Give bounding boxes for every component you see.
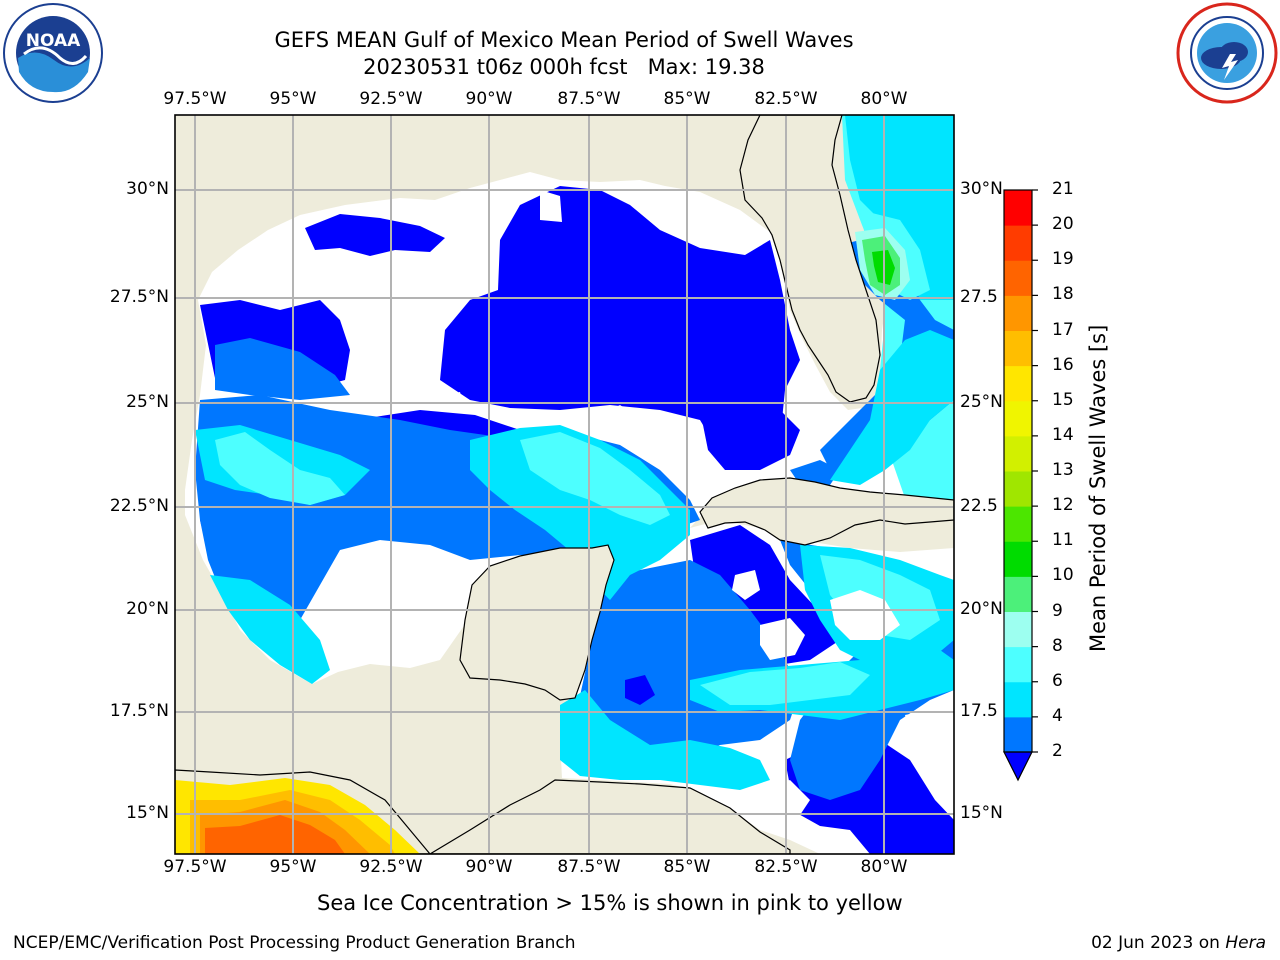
map-area (175, 115, 954, 854)
noaa-logo-text: NOAA (26, 31, 81, 51)
colorbar-tick-label: 17 (1052, 319, 1074, 340)
colorbar-tick-label: 8 (1052, 635, 1063, 656)
lon-tick-label: 80°W (860, 857, 908, 877)
lat-tick-label: 20°N (960, 599, 1003, 619)
colorbar-tick-label: 19 (1052, 249, 1074, 270)
lon-tick-label: 87.5°W (557, 89, 621, 109)
colorbar-segment (1004, 295, 1032, 331)
lat-tick-label: 30°N (126, 179, 169, 199)
colorbar-tick-label: 4 (1052, 705, 1063, 726)
map-title: GEFS MEAN Gulf of Mexico Mean Period of … (274, 28, 854, 52)
colorbar-segment (1004, 471, 1032, 507)
lat-tick-label: 15°N (960, 803, 1003, 823)
colorbar-label: Mean Period of Swell Waves [s] (1086, 324, 1110, 652)
colorbar-tick-label: 11 (1052, 530, 1074, 551)
lat-tick-label: 30°N (960, 179, 1003, 199)
footer-host: Hera (1225, 933, 1266, 953)
map-frame (174, 114, 955, 855)
lat-tick-label: 20°N (126, 599, 169, 619)
colorbar-tick-label: 12 (1052, 495, 1074, 516)
lon-tick-label: 82.5°W (754, 857, 818, 877)
colorbar-segment (1004, 435, 1032, 472)
colorbar (1003, 189, 1038, 782)
colorbar-tick-label: 13 (1052, 460, 1074, 480)
footer-date-text: 02 Jun 2023 on (1091, 933, 1226, 953)
colorbar-segment (1004, 506, 1032, 542)
colorbar-segment (1004, 330, 1032, 367)
lon-tick-label: 97.5°W (163, 857, 227, 877)
grid-lines (175, 115, 954, 854)
lon-tick-label: 90°W (465, 89, 513, 109)
footer-date: 02 Jun 2023 on Hera (1091, 933, 1266, 953)
colorbar-tick-label: 6 (1052, 670, 1063, 691)
lon-tick-label: 95°W (269, 857, 317, 877)
colorbar-tick-label: 18 (1052, 284, 1074, 305)
lat-tick-label: 15°N (126, 803, 169, 823)
lat-tick-label: 25°N (960, 392, 1003, 412)
lat-tick-label: 22.5 (960, 496, 998, 516)
lon-tick-label: 85°W (663, 89, 711, 109)
colorbar-segment (1004, 190, 1032, 226)
colorbar-segment (1004, 576, 1032, 612)
colorbar-segment (1004, 365, 1032, 402)
lat-tick-label: 27.5°N (109, 287, 169, 307)
colorbar-tick-label: 16 (1052, 354, 1074, 375)
florida-peninsula (739, 115, 881, 403)
colorbar-segment (1004, 400, 1032, 437)
lon-tick-label: 85°W (663, 857, 711, 877)
colorbar-segment (1004, 646, 1032, 683)
lat-tick-label: 25°N (126, 392, 169, 412)
sea-ice-note: Sea Ice Concentration > 15% is shown in … (317, 891, 903, 915)
lat-tick-label: 22.5°N (109, 496, 169, 516)
lat-tick-label: 17.5°N (109, 701, 169, 721)
lon-tick-label: 95°W (269, 89, 317, 109)
colorbar-tick-label: 9 (1052, 600, 1063, 621)
colorbar-segment (1004, 541, 1032, 577)
national-weather-service-logo-icon (1176, 2, 1278, 104)
lon-tick-label: 87.5°W (557, 857, 621, 877)
colorbar-tick-label: 15 (1052, 389, 1074, 410)
lon-tick-label: 80°W (860, 89, 908, 109)
map-subtitle: 20230531 t06z 000h fcst Max: 19.38 (363, 55, 765, 79)
lon-tick-label: 90°W (465, 857, 513, 877)
colorbar-tick-label: 2 (1052, 741, 1063, 761)
lat-tick-label: 17.5 (960, 701, 998, 721)
colorbar-under-arrow (1003, 751, 1033, 782)
lon-tick-label: 92.5°W (359, 857, 423, 877)
colorbar-segment (1004, 611, 1032, 648)
colorbar-segment (1004, 225, 1032, 261)
colorbar-segment (1004, 716, 1032, 753)
lon-tick-label: 92.5°W (359, 89, 423, 109)
colorbar-tick-label: 10 (1052, 565, 1074, 586)
colorbar-tick-label: 21 (1052, 179, 1074, 199)
lon-tick-label: 82.5°W (754, 89, 818, 109)
colorbar-tick-label: 20 (1052, 214, 1074, 235)
noaa-logo-icon: NOAA (3, 3, 103, 103)
lat-tick-label: 27.5 (960, 287, 998, 307)
cuba-island (699, 477, 954, 546)
gulf-no-data-patches (360, 190, 635, 425)
colorbar-segment (1004, 260, 1032, 296)
colorbar-segment (1004, 681, 1032, 718)
colorbar-tick-label: 14 (1052, 424, 1074, 445)
swell-below-2s-pocket (625, 675, 655, 705)
footer-credit: NCEP/EMC/Verification Post Processing Pr… (13, 933, 576, 953)
lon-tick-label: 97.5°W (163, 89, 227, 109)
